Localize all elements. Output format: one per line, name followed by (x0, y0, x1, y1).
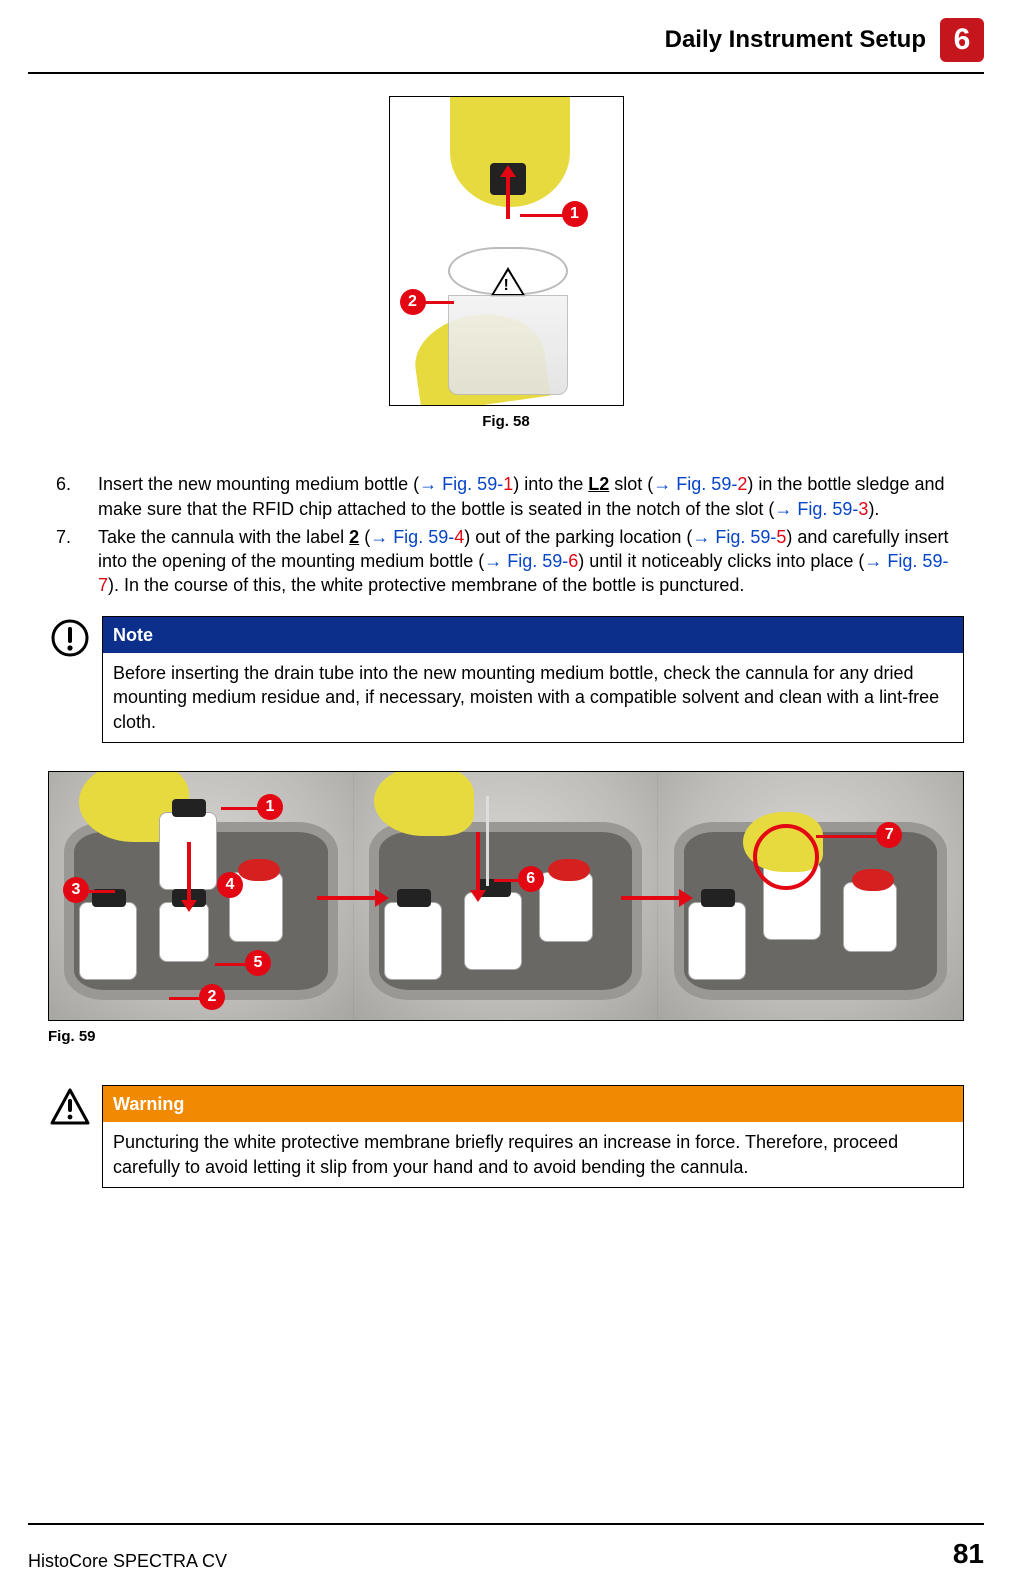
chapter-badge: 6 (940, 18, 984, 62)
arrow-right-icon (621, 896, 681, 900)
figure-59: 1 3 4 5 2 6 (48, 771, 964, 1047)
product-name: HistoCore SPECTRA CV (28, 1549, 227, 1573)
step-number: 7. (56, 525, 71, 549)
arrow-down-icon (476, 832, 480, 892)
figure-59-panel-2: 6 (354, 772, 659, 1020)
page-header: Daily Instrument Setup 6 (0, 0, 1012, 62)
callout-2: 2 (199, 984, 225, 1010)
warning-icon (48, 1085, 92, 1129)
callout-1: 1 (562, 201, 588, 227)
callout-4: 4 (217, 872, 243, 898)
page-footer: HistoCore SPECTRA CV 81 (28, 1523, 984, 1573)
bottle-redcap (843, 882, 897, 952)
figure-59-image: 1 3 4 5 2 6 (48, 771, 964, 1021)
callout-line (816, 835, 878, 838)
page-content: ! 1 2 Fig. 58 6. Insert the new mounting… (0, 74, 1012, 1188)
callout-line (494, 879, 520, 882)
arrow-right-icon (317, 896, 377, 900)
callout-6: 6 (518, 866, 544, 892)
note-body: Before inserting the drain tube into the… (103, 653, 963, 742)
step-text: Take the cannula with the label 2 (→ Fig… (98, 527, 949, 596)
callout-2: 2 (400, 289, 426, 315)
info-icon (48, 616, 92, 660)
callout-line-1 (520, 214, 568, 217)
highlight-circle-icon (753, 824, 819, 890)
callout-line (215, 963, 247, 966)
warning-triangle-exclaim: ! (504, 275, 509, 297)
note-box: Note Before inserting the drain tube int… (102, 616, 964, 743)
step-number: 6. (56, 472, 71, 496)
callout-line (87, 890, 115, 893)
arrow-up-icon (506, 175, 510, 219)
callout-5: 5 (245, 950, 271, 976)
figure-58-caption: Fig. 58 (482, 412, 530, 432)
note-title: Note (103, 617, 963, 653)
figure-59-caption: Fig. 59 (48, 1027, 964, 1047)
step-7: 7. Take the cannula with the label 2 (→ … (92, 525, 964, 598)
glove (374, 771, 474, 836)
step-text: Insert the new mounting medium bottle (→… (98, 474, 944, 518)
bottle (464, 892, 522, 970)
section-title: Daily Instrument Setup (665, 24, 926, 56)
warning-box: Warning Puncturing the white protective … (102, 1085, 964, 1188)
warning-title: Warning (103, 1086, 963, 1122)
figure-58: ! 1 2 Fig. 58 (48, 96, 964, 432)
figure-58-image: ! 1 2 (389, 96, 624, 406)
warning-block: Warning Puncturing the white protective … (48, 1085, 964, 1188)
warning-body: Puncturing the white protective membrane… (103, 1122, 963, 1187)
instruction-steps: 6. Insert the new mounting medium bottle… (48, 472, 964, 597)
callout-3: 3 (63, 877, 89, 903)
figure-59-panel-3: 7 (658, 772, 963, 1020)
figure-59-panel-1: 1 3 4 5 2 (49, 772, 354, 1020)
callout-line (169, 997, 201, 1000)
bottle (688, 902, 746, 980)
callout-line (221, 807, 259, 810)
bottle (79, 902, 137, 980)
note-block: Note Before inserting the drain tube int… (48, 616, 964, 743)
bottle-redcap (539, 872, 593, 942)
callout-1: 1 (257, 794, 283, 820)
arrow-down-icon (187, 842, 191, 902)
bottle (384, 902, 442, 980)
step-6: 6. Insert the new mounting medium bottle… (92, 472, 964, 521)
cannula (486, 796, 489, 886)
page-number: 81 (953, 1535, 984, 1573)
bottle-body (448, 295, 568, 395)
